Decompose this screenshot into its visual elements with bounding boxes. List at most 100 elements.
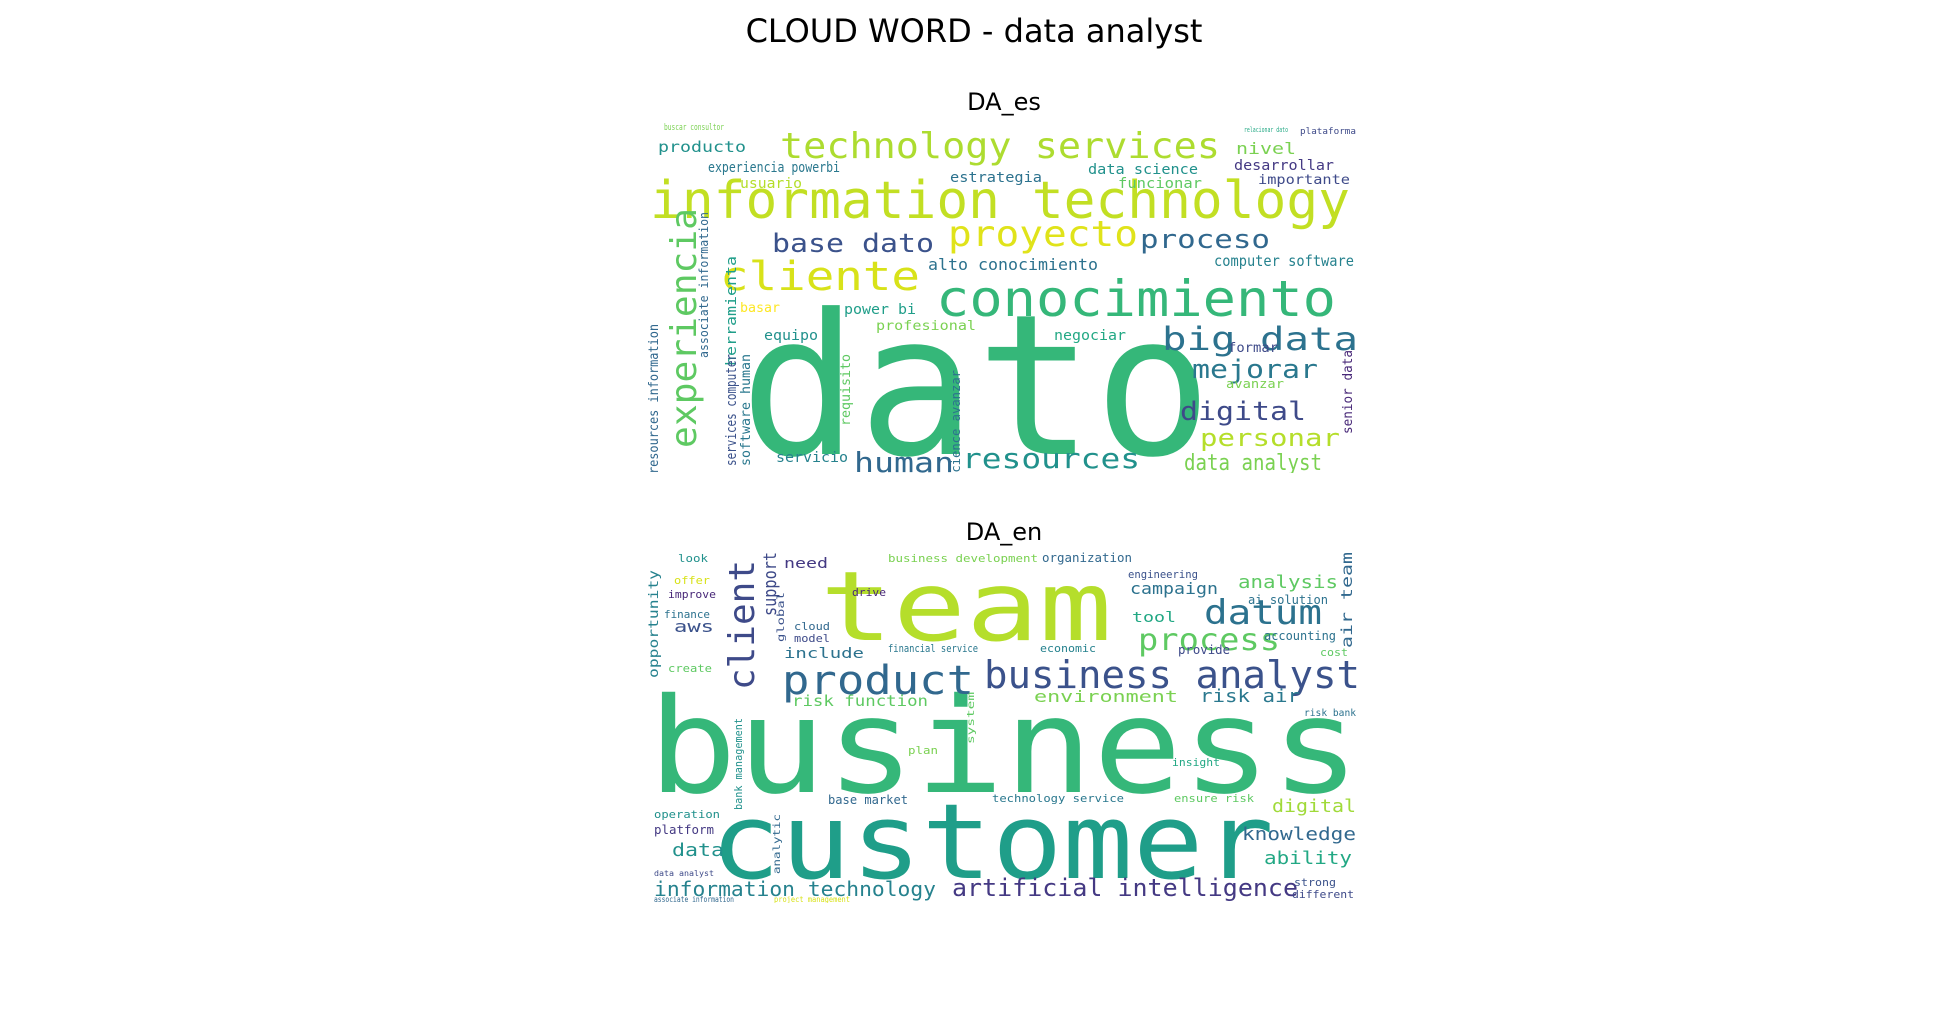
word: campaign [1130,579,1218,598]
word: negociar [1054,328,1126,344]
word: strong [1294,876,1336,889]
word: product [782,658,974,704]
word: digital [1272,796,1356,817]
word: plataforma [1300,127,1356,137]
word: model [794,632,830,645]
word: technology service [992,792,1124,805]
word: platform [654,823,714,837]
word: alto conocimiento [928,255,1098,274]
word: associate information [654,895,734,903]
word: tool [1132,610,1176,626]
word: opportunity [647,570,662,678]
word: environment [1034,687,1178,706]
word-cloud-es: dato information technology conocimiento… [644,118,1364,473]
cloud-subtitle-es: DA_es [967,88,1041,116]
word: team [820,551,1112,663]
word: look [678,552,708,565]
word: risk bank [1304,708,1356,719]
word: proceso [1140,225,1270,255]
word: base dato [772,229,934,259]
word: power bi [844,302,916,318]
word: global [776,592,787,642]
word: accounting [1264,629,1336,643]
word: offer [674,574,710,587]
word: economic [1040,642,1096,655]
word: analysis [1238,572,1338,593]
word: importante [1258,173,1350,188]
word: datum [1204,593,1322,633]
word: services computer [724,354,740,466]
word: data science [1088,162,1198,178]
word: experiencia [664,208,705,448]
word: funcionar [1118,176,1202,192]
word: relacionar dato [1244,126,1288,134]
word: cliente [720,254,920,300]
word: base market [828,793,908,807]
word: different [1292,888,1354,901]
word: analytic [772,814,783,874]
word: project management [774,895,850,903]
word: requisito [839,354,854,426]
word: ability [1264,848,1352,869]
word: associate information [697,212,711,358]
word: financial service [888,642,978,655]
word: air team [1338,552,1356,648]
word: big data [1162,320,1358,358]
word: estrategia [950,170,1042,186]
word: profesional [876,319,976,334]
word: support [760,552,781,616]
word: artificial intelligence [952,874,1298,902]
word: business [648,670,1360,824]
word: drive [852,586,886,599]
word: risk function [792,692,928,710]
word: resources [962,442,1140,473]
word: data [672,840,724,861]
word: improve [668,588,716,601]
word: nivel [1236,139,1296,158]
word: proyecto [948,214,1138,255]
word: equipo [764,328,818,344]
word: personar [1200,424,1340,452]
word: knowledge [1242,824,1356,845]
word: business development [888,552,1038,565]
word-cloud-en: business customer team business analyst … [644,548,1364,903]
word: process [1138,623,1280,658]
word: insight [1172,756,1220,769]
word: science avanzar [949,370,963,473]
word: provide [1178,643,1230,657]
word: experiencia powerbi [708,160,840,176]
word: ai solution [1248,593,1328,607]
word: producto [658,138,746,156]
word: buscar consultor [664,123,724,133]
word: software human [739,354,754,466]
word: cloud [794,620,830,633]
word-cloud-en-svg: business customer team business analyst … [647,551,1360,903]
word: digital [1180,397,1306,427]
word: system [966,692,977,744]
word: bank management [732,718,745,810]
word: create [668,662,712,675]
word: desarrollar [1234,158,1334,174]
word: basar [740,301,780,316]
word: cost [1320,646,1348,659]
word: finance [664,608,710,621]
word: engineering [1128,568,1198,581]
word: information technology [654,877,936,901]
word: need [784,556,828,572]
word: include [784,646,864,662]
word: herramienta [724,256,740,366]
word: formar [1228,341,1278,356]
word: human [854,446,954,473]
word: usuario [740,176,802,192]
word: senior data [1341,350,1356,434]
word: technology services [780,126,1220,167]
word: avanzar [1226,377,1284,391]
word: servicio [776,450,848,466]
cloud-subtitle-en: DA_en [965,518,1043,546]
word: business analyst [984,653,1360,697]
figure-title: CLOUD WORD - data analyst [745,12,1203,50]
word: plan [908,744,938,757]
word: operation [654,808,720,821]
word: mejorar [1192,355,1318,385]
word: client [722,560,763,690]
